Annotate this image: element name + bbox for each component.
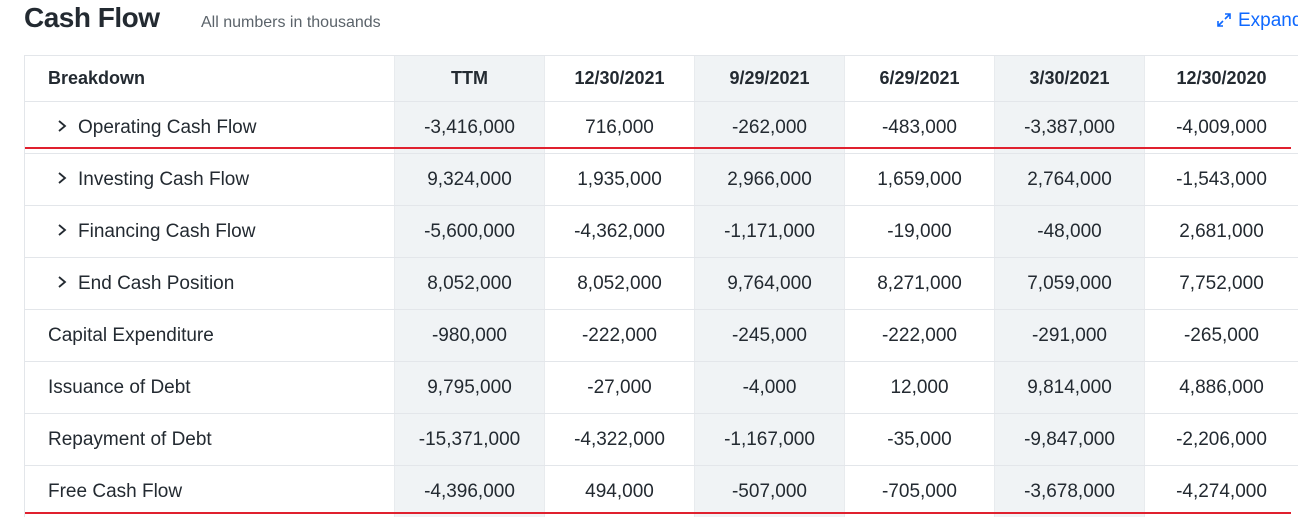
value-cell: -507,000 <box>695 466 845 517</box>
value-cell: -222,000 <box>845 310 995 361</box>
title: Cash Flow <box>24 2 160 33</box>
value-cell: -4,274,000 <box>1176 480 1267 502</box>
highlight-underline <box>25 147 1291 149</box>
value-cell: -245,000 <box>695 310 845 361</box>
value-cell: 1,659,000 <box>845 154 995 205</box>
table-row: Free Cash Flow -4,396,000 494,000 -507,000-… <box>25 466 1298 517</box>
table-row: Financing Cash Flow -5,600,000 -4,362,000-… <box>25 206 1298 258</box>
row-label[interactable]: Operating Cash Flow <box>25 102 395 153</box>
row-label-text: Operating Cash Flow <box>78 116 257 138</box>
chevron <box>58 223 67 236</box>
header-row: Breakdown TTM 12/30/2021 9/29/2021 6/29/2021… <box>25 56 1298 102</box>
value-cell: -4,000 <box>695 362 845 413</box>
row-label[interactable]: Financing Cash Flow <box>25 206 395 257</box>
value-cell: 7,059,000 <box>995 258 1145 309</box>
value-cell: -705,000 <box>845 466 995 517</box>
chevron <box>58 275 67 288</box>
value-cell: 9,764,000 <box>695 258 845 309</box>
value-cell: -4,009,000 <box>1176 116 1267 138</box>
highlight-underline <box>25 512 1291 514</box>
column-header: 3/30/2021 <box>995 56 1145 101</box>
value-cell: 2,681,000 <box>1179 220 1264 242</box>
value-cell: -27,000 <box>545 362 695 413</box>
expand-link[interactable]: Expand <box>1216 10 1298 32</box>
value-cell: 8,052,000 <box>545 258 695 309</box>
column-header: 12/30/2021 <box>545 56 695 101</box>
value-cell: -15,371,000 <box>395 414 545 465</box>
chevron <box>58 171 67 184</box>
value-cell: 9,814,000 <box>995 362 1145 413</box>
value-cell: -1,167,000 <box>695 414 845 465</box>
row-label-text: Financing Cash Flow <box>78 220 256 242</box>
row-label: Capital Expenditure <box>25 310 395 361</box>
value-cell: 8,271,000 <box>845 258 995 309</box>
chevron-wrap[interactable] <box>56 273 68 295</box>
row-label-text: Free Cash Flow <box>48 480 183 502</box>
value-cell: -291,000 <box>995 310 1145 361</box>
value-cell: 9,324,000 <box>395 154 545 205</box>
row-label: Issuance of Debt <box>25 362 395 413</box>
table: Breakdown TTM 12/30/2021 9/29/2021 6/29/2021… <box>24 55 1298 517</box>
value-cell: -4,396,000 <box>395 466 545 517</box>
value-cell: 8,052,000 <box>395 258 545 309</box>
chevron-wrap[interactable] <box>56 169 68 191</box>
value-cell: -980,000 <box>395 310 545 361</box>
value-cell: -4,322,000 <box>545 414 695 465</box>
table-row: End Cash Position 8,052,000 8,052,000 9,764… <box>25 258 1298 310</box>
value-cell: -48,000 <box>995 206 1145 257</box>
row-label: Free Cash Flow <box>25 466 395 517</box>
row-label-text: Issuance of Debt <box>48 376 191 398</box>
row-label-text: Repayment of Debt <box>48 428 212 450</box>
value-cell: -35,000 <box>845 414 995 465</box>
column-header: Breakdown <box>25 56 395 101</box>
value-cell: -9,847,000 <box>995 414 1145 465</box>
value-cell: 1,935,000 <box>545 154 695 205</box>
expand-icon <box>1217 13 1231 27</box>
value-cell: 2,966,000 <box>695 154 845 205</box>
row-label[interactable]: Investing Cash Flow <box>25 154 395 205</box>
value-cell: -262,000 <box>695 102 845 153</box>
column-header: 9/29/2021 <box>695 56 845 101</box>
value-cell: 2,764,000 <box>995 154 1145 205</box>
row-label: Repayment of Debt <box>25 414 395 465</box>
value-cell: -1,171,000 <box>695 206 845 257</box>
value-cell: 4,886,000 <box>1179 376 1264 398</box>
chevron-wrap[interactable] <box>56 117 68 139</box>
row-label-text: Capital Expenditure <box>48 324 214 346</box>
chevron <box>58 119 67 132</box>
value-cell: 716,000 <box>545 102 695 153</box>
value-cell: 494,000 <box>545 466 695 517</box>
chevron-wrap[interactable] <box>56 221 68 243</box>
value-cell: 12,000 <box>845 362 995 413</box>
value-cell: -3,678,000 <box>995 466 1145 517</box>
row-label-text: Investing Cash Flow <box>78 168 250 190</box>
expand-text: Expand <box>1238 10 1298 31</box>
table-row: Investing Cash Flow 9,324,000 1,935,000 2,9… <box>25 154 1298 206</box>
table-row: Capital Expenditure -980,000 -222,000 -245,… <box>25 310 1298 362</box>
table-row: Operating Cash Flow -3,416,000 716,000 -262… <box>25 102 1298 154</box>
table-row: Issuance of Debt 9,795,000 -27,000 -4,000 12… <box>25 362 1298 414</box>
value-cell: -3,416,000 <box>395 102 545 153</box>
table-row: Repayment of Debt -15,371,000 -4,322,000 -1… <box>25 414 1298 466</box>
value-cell: -265,000 <box>1183 324 1259 346</box>
value-cell: -222,000 <box>545 310 695 361</box>
value-cell: -5,600,000 <box>395 206 545 257</box>
column-header: 6/29/2021 <box>845 56 995 101</box>
value-cell: 7,752,000 <box>1179 272 1264 294</box>
value-cell: -483,000 <box>845 102 995 153</box>
row-label-text: End Cash Position <box>78 272 235 294</box>
value-cell: -2,206,000 <box>1176 428 1267 450</box>
column-header: TTM <box>395 56 545 101</box>
value-cell: -19,000 <box>845 206 995 257</box>
value-cell: -1,543,000 <box>1176 168 1267 190</box>
value-cell: -4,362,000 <box>545 206 695 257</box>
subtitle: All numbers in thousands <box>201 14 381 31</box>
column-header: 12/30/2020 <box>1176 68 1267 88</box>
value-cell: 9,795,000 <box>395 362 545 413</box>
value-cell: -3,387,000 <box>995 102 1145 153</box>
row-label[interactable]: End Cash Position <box>25 258 395 309</box>
